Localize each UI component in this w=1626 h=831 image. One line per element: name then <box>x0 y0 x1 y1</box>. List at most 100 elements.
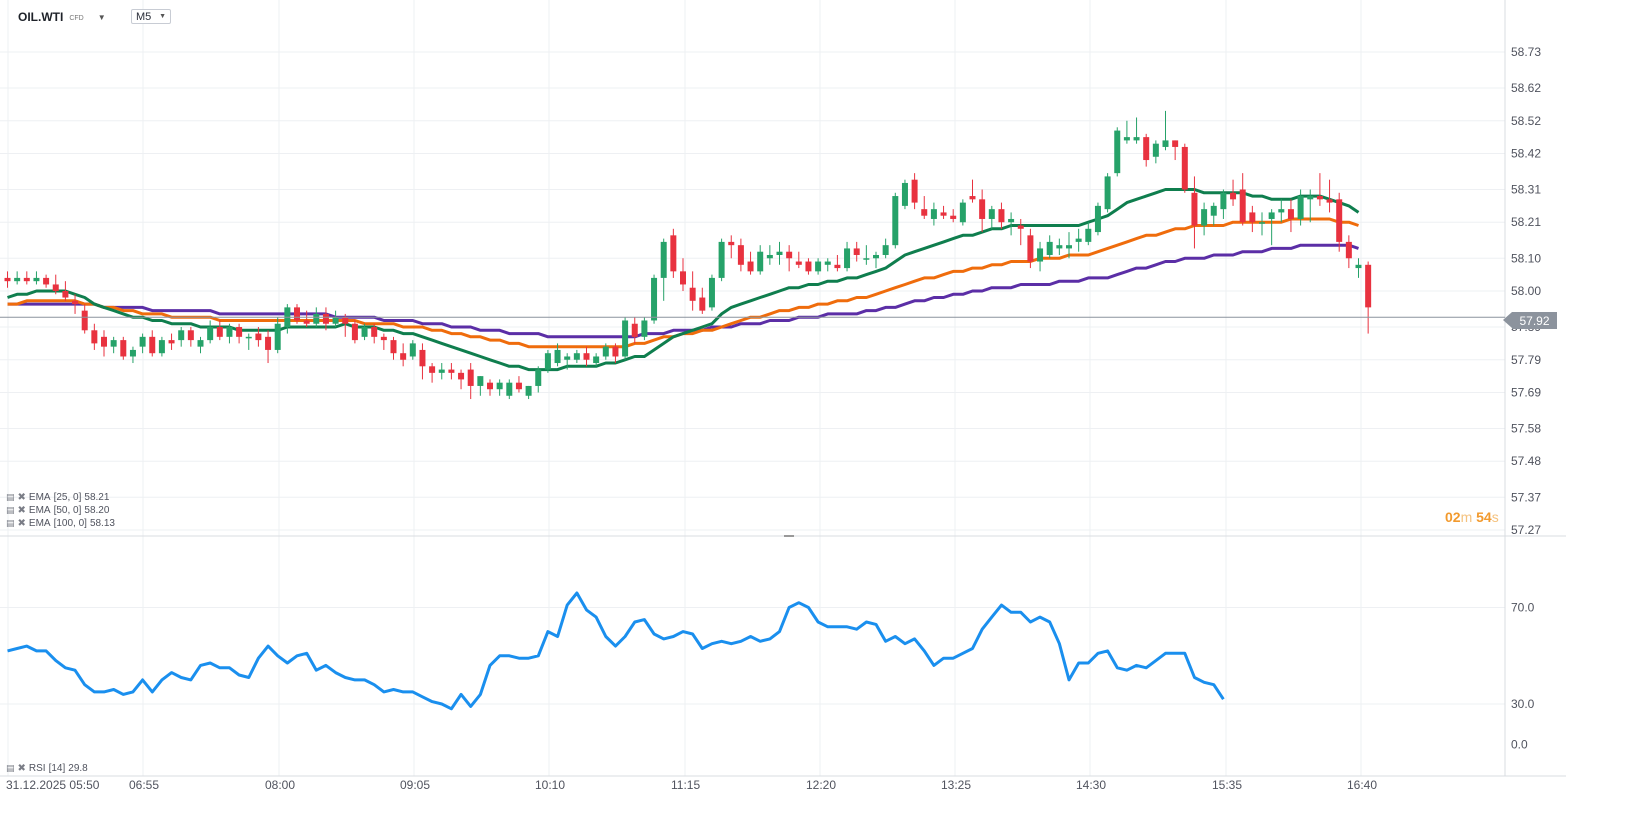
legend-rsi-name: RSI <box>28 763 46 774</box>
ema100-line <box>7 243 1359 339</box>
candle-body <box>959 202 966 223</box>
candle-body <box>641 320 648 337</box>
candle-body <box>342 317 349 324</box>
time-axis-label: 06:55 <box>129 778 159 792</box>
settings-icon[interactable]: ▤ <box>6 763 15 773</box>
legend-ema25: ▤ ✖ EMA [25, 0] 58.21 <box>6 492 109 503</box>
candle <box>795 251 802 269</box>
price-axis-label: 57.48 <box>1511 454 1541 468</box>
candle <box>1123 120 1130 144</box>
candle <box>496 379 503 396</box>
candle-body <box>680 271 686 285</box>
time-axis-label: 16:40 <box>1347 778 1377 792</box>
price-axis-label: 58.31 <box>1511 183 1541 197</box>
countdown-sec-unit: s <box>1491 509 1499 525</box>
candle-body <box>1162 140 1169 147</box>
candle <box>882 238 889 259</box>
symbol-dropdown-icon[interactable]: ▼ <box>97 12 106 22</box>
settings-icon[interactable]: ▤ <box>6 492 15 502</box>
candle <box>747 251 754 275</box>
candle <box>660 238 667 301</box>
candle <box>332 310 339 328</box>
candle <box>487 379 493 396</box>
candle <box>593 353 600 367</box>
remove-icon[interactable]: ✖ <box>17 763 26 774</box>
candle-body <box>1316 196 1323 200</box>
candle-body <box>1008 218 1015 223</box>
candle-body <box>351 323 358 341</box>
pane-splitter[interactable] <box>784 535 794 537</box>
legend-ema50: ▤ ✖ EMA [50, 0] 58.20 <box>6 505 109 516</box>
candle <box>921 196 928 219</box>
chevron-down-icon: ▼ <box>159 13 166 20</box>
remove-icon[interactable]: ✖ <box>17 492 26 503</box>
candle-body <box>950 215 957 219</box>
candle <box>766 245 773 265</box>
candle-body <box>400 353 407 360</box>
time-axis-label: 10:10 <box>535 778 565 792</box>
candle-body <box>882 245 889 255</box>
candle-body <box>361 327 368 337</box>
candle <box>641 317 648 341</box>
candle-body <box>1027 235 1034 262</box>
candle <box>506 379 513 400</box>
time-axis-label: 09:05 <box>400 778 430 792</box>
candle-body <box>979 199 986 219</box>
settings-icon[interactable]: ▤ <box>6 505 15 515</box>
remove-icon[interactable]: ✖ <box>17 505 26 516</box>
candle-body <box>4 277 11 282</box>
candle <box>815 258 822 275</box>
candle-body <box>43 277 50 285</box>
candle-body <box>612 346 619 357</box>
candle-body <box>168 340 175 344</box>
candle <box>689 271 696 311</box>
symbol-name[interactable]: OIL.WTI <box>18 10 64 24</box>
candle-body <box>795 261 802 265</box>
remove-icon[interactable]: ✖ <box>17 518 26 529</box>
candle <box>81 304 88 334</box>
candle-body <box>1326 199 1333 203</box>
timeframe-select[interactable]: M5 ▼ <box>131 9 171 24</box>
candle-body <box>921 209 928 216</box>
candle <box>1008 212 1015 236</box>
candle-body <box>805 261 812 272</box>
candle-body <box>1172 140 1179 147</box>
candle-body <box>1056 245 1063 249</box>
rsi-line <box>7 591 1225 711</box>
price-axis-label: 58.10 <box>1511 251 1541 265</box>
timeframe-value: M5 <box>136 10 152 23</box>
candle <box>1365 261 1372 334</box>
candle <box>294 304 300 324</box>
candle-body <box>313 313 320 324</box>
candle-body <box>52 284 59 291</box>
symbol-type: CFD <box>69 15 84 22</box>
candle-body <box>776 251 783 255</box>
candle <box>1210 202 1217 226</box>
time-axis-label: 12:20 <box>806 778 836 792</box>
candle <box>91 323 98 350</box>
candle <box>959 199 966 226</box>
candle-body <box>1297 196 1304 219</box>
candle-body <box>1365 264 1372 308</box>
candle-body <box>506 382 513 396</box>
candle-body <box>216 327 223 337</box>
candle <box>1085 222 1092 246</box>
candle-body <box>91 330 98 344</box>
candle <box>120 336 127 360</box>
settings-icon[interactable]: ▤ <box>6 518 15 528</box>
legend-rsi-value: 29.8 <box>68 763 88 774</box>
candle <box>110 336 117 354</box>
candle-body <box>873 254 879 259</box>
candle <box>824 258 831 272</box>
candle <box>1268 209 1275 246</box>
candle-body <box>149 336 156 354</box>
candle-body <box>294 307 300 321</box>
candle <box>72 294 79 314</box>
candle <box>535 366 542 393</box>
candle-body <box>1345 241 1352 259</box>
candle-body <box>911 179 918 203</box>
candle <box>43 274 50 288</box>
candle-body <box>458 372 465 380</box>
candle-body <box>139 336 146 347</box>
